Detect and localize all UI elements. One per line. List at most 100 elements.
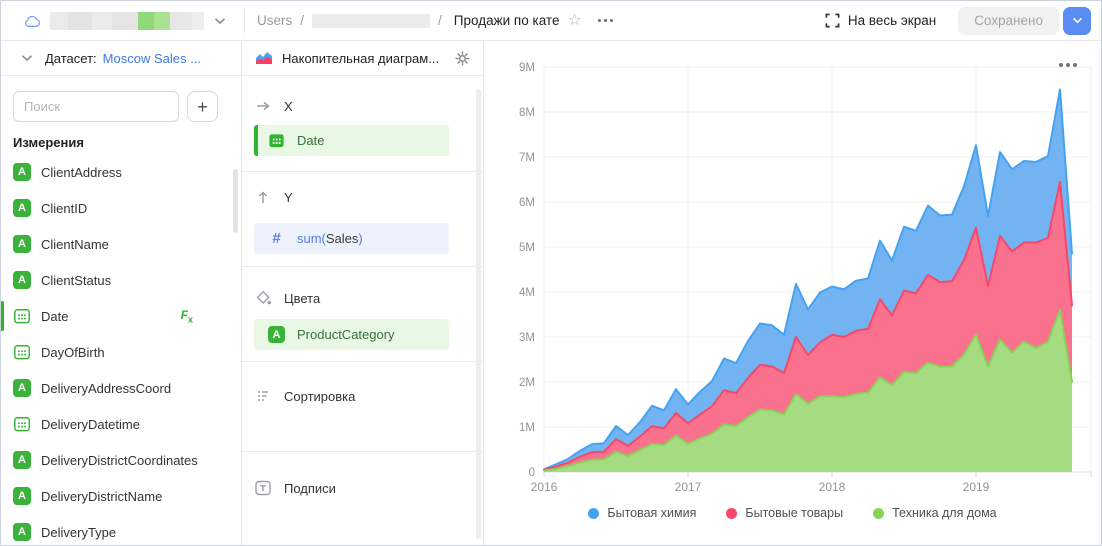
dataset-header: Датасет: Moscow Sales ... bbox=[1, 41, 241, 76]
chart-type-title[interactable]: Накопительная диаграм... bbox=[282, 50, 440, 66]
field-label: DeliveryDatetime bbox=[41, 416, 140, 432]
breadcrumb-folder-redacted[interactable] bbox=[312, 13, 431, 28]
calendar-icon bbox=[269, 134, 284, 148]
field-item-DeliveryAddressCoord[interactable]: A DeliveryAddressCoord bbox=[1, 370, 241, 406]
active-field-bar bbox=[254, 125, 258, 156]
stacked-area-chart[interactable]: 0 1M 2M 3M 4M 5M 6M 7M 8M 9M 2016 2017 2018 2019 bbox=[484, 41, 1102, 546]
field-item-Date[interactable]: Date Fx bbox=[1, 298, 241, 334]
fullscreen-button[interactable]: На весь экран bbox=[825, 13, 936, 28]
legend-dot bbox=[873, 507, 885, 519]
area-chart-type-icon[interactable] bbox=[254, 48, 274, 68]
cloud-logo-icon bbox=[24, 15, 41, 27]
field-label: DayOfBirth bbox=[41, 344, 105, 360]
field-item-ClientStatus[interactable]: A ClientStatus bbox=[1, 262, 241, 298]
saved-button[interactable]: Сохранено bbox=[958, 6, 1059, 35]
section-x-header: X bbox=[254, 97, 293, 115]
section-colors-header: Цвета bbox=[254, 289, 320, 307]
field-label: DeliveryType bbox=[41, 524, 117, 540]
legend-item[interactable]: Бытовая химия bbox=[588, 506, 696, 520]
save-menu-button[interactable] bbox=[1063, 6, 1091, 35]
svg-text:4M: 4M bbox=[519, 287, 535, 299]
chart-legend: Бытовая химия Бытовые товары Техника для… bbox=[484, 506, 1101, 520]
section-sort-header: Сортировка bbox=[254, 387, 355, 405]
add-field-button[interactable]: + bbox=[187, 91, 218, 122]
breadcrumb-current-title: Продажи по кате bbox=[453, 13, 560, 28]
x-field-pill[interactable]: Date bbox=[254, 125, 449, 156]
legend-dot bbox=[588, 507, 600, 519]
y-axis-arrow-icon bbox=[258, 191, 268, 203]
chevron-down-icon bbox=[1072, 17, 1082, 24]
field-item-ClientName[interactable]: A ClientName bbox=[1, 226, 241, 262]
dataset-collapse-chevron-icon[interactable] bbox=[21, 54, 33, 62]
string-field-icon: A bbox=[13, 487, 31, 505]
string-field-icon: A bbox=[13, 379, 31, 397]
field-item-ClientAddress[interactable]: A ClientAddress bbox=[1, 154, 241, 190]
svg-text:2018: 2018 bbox=[819, 480, 846, 494]
gear-icon[interactable] bbox=[454, 50, 471, 67]
field-label: ClientID bbox=[41, 200, 88, 216]
workbook-name-redacted bbox=[50, 11, 204, 30]
search-input[interactable] bbox=[13, 91, 179, 122]
field-item-DeliveryDatetime[interactable]: DeliveryDatetime bbox=[1, 406, 241, 442]
string-field-icon: A bbox=[13, 199, 31, 217]
string-field-icon: A bbox=[13, 523, 31, 541]
breadcrumb-more-icon[interactable] bbox=[597, 19, 613, 22]
chart-config-panel: Накопительная диаграм... X Date bbox=[242, 41, 484, 545]
number-field-icon: # bbox=[272, 230, 281, 247]
section-y-header: Y bbox=[254, 188, 293, 206]
chart-preview-panel: 0 1M 2M 3M 4M 5M 6M 7M 8M 9M 2016 2017 2018 2019 Быто… bbox=[484, 41, 1101, 545]
field-label: ClientStatus bbox=[41, 272, 112, 288]
field-label: ClientName bbox=[41, 236, 109, 252]
svg-text:2017: 2017 bbox=[675, 480, 702, 494]
field-list: A ClientAddress A ClientID A ClientName A Clien… bbox=[1, 154, 241, 545]
legend-item[interactable]: Бытовые товары bbox=[726, 506, 843, 520]
section-colors-label: Цвета bbox=[284, 290, 321, 306]
section-captions-label: Подписи bbox=[284, 480, 336, 496]
svg-text:6M: 6M bbox=[519, 197, 535, 209]
field-item-DeliveryDistrictCoordinates[interactable]: A DeliveryDistrictCoordinates bbox=[1, 442, 241, 478]
field-item-DeliveryType[interactable]: A DeliveryType bbox=[1, 514, 241, 545]
text-label-icon bbox=[255, 480, 271, 496]
paint-bucket-icon bbox=[256, 290, 271, 305]
formula-indicator-icon: Fx bbox=[180, 307, 193, 325]
svg-text:2016: 2016 bbox=[531, 480, 558, 494]
breadcrumb-root[interactable]: Users bbox=[257, 13, 293, 28]
dataset-label: Датасет: bbox=[45, 50, 97, 66]
section-sort-label: Сортировка bbox=[284, 388, 356, 404]
y-field-label: Sales bbox=[325, 231, 359, 246]
breadcrumb-separator: / bbox=[438, 13, 442, 28]
string-field-icon: A bbox=[13, 451, 31, 469]
calendar-icon bbox=[14, 417, 30, 432]
field-label: DeliveryAddressCoord bbox=[41, 380, 172, 396]
svg-text:2019: 2019 bbox=[963, 480, 990, 494]
svg-text:2M: 2M bbox=[519, 377, 535, 389]
field-label: DeliveryDistrictCoordinates bbox=[41, 452, 198, 468]
dataset-name-link[interactable]: Moscow Sales ... bbox=[102, 50, 201, 66]
colors-field-label: ProductCategory bbox=[297, 327, 395, 342]
favorite-star-icon[interactable]: ☆ bbox=[567, 11, 582, 29]
workbook-chevron-down-icon[interactable] bbox=[214, 17, 226, 25]
fullscreen-label: На весь экран bbox=[847, 13, 937, 28]
field-item-ClientID[interactable]: A ClientID bbox=[1, 190, 241, 226]
x-axis-arrow-icon bbox=[257, 101, 270, 111]
chart-menu-icon[interactable] bbox=[1059, 63, 1077, 67]
field-label: DeliveryDistrictName bbox=[41, 488, 163, 504]
colors-field-pill[interactable]: A ProductCategory bbox=[254, 319, 449, 350]
fullscreen-icon bbox=[825, 13, 840, 28]
legend-item[interactable]: Техника для дома bbox=[873, 506, 997, 520]
string-field-icon: A bbox=[13, 235, 31, 253]
section-y-label: Y bbox=[284, 189, 293, 205]
section-x-label: X bbox=[284, 98, 293, 114]
field-item-DayOfBirth[interactable]: DayOfBirth bbox=[1, 334, 241, 370]
dataset-panel: Датасет: Moscow Sales ... + Измерения AC… bbox=[1, 41, 242, 545]
aggregation-fn: sum( bbox=[297, 231, 326, 246]
y-field-pill[interactable]: # sum(Sales) bbox=[254, 223, 449, 254]
field-item-DeliveryDistrictName[interactable]: A DeliveryDistrictName bbox=[1, 478, 241, 514]
dimensions-section-title: Измерения bbox=[13, 135, 84, 150]
field-label: Date bbox=[41, 308, 69, 324]
calendar-icon bbox=[14, 309, 30, 324]
svg-text:8M: 8M bbox=[519, 107, 535, 119]
sidebar-scrollbar[interactable] bbox=[233, 169, 238, 233]
config-scrollbar[interactable] bbox=[476, 89, 481, 539]
